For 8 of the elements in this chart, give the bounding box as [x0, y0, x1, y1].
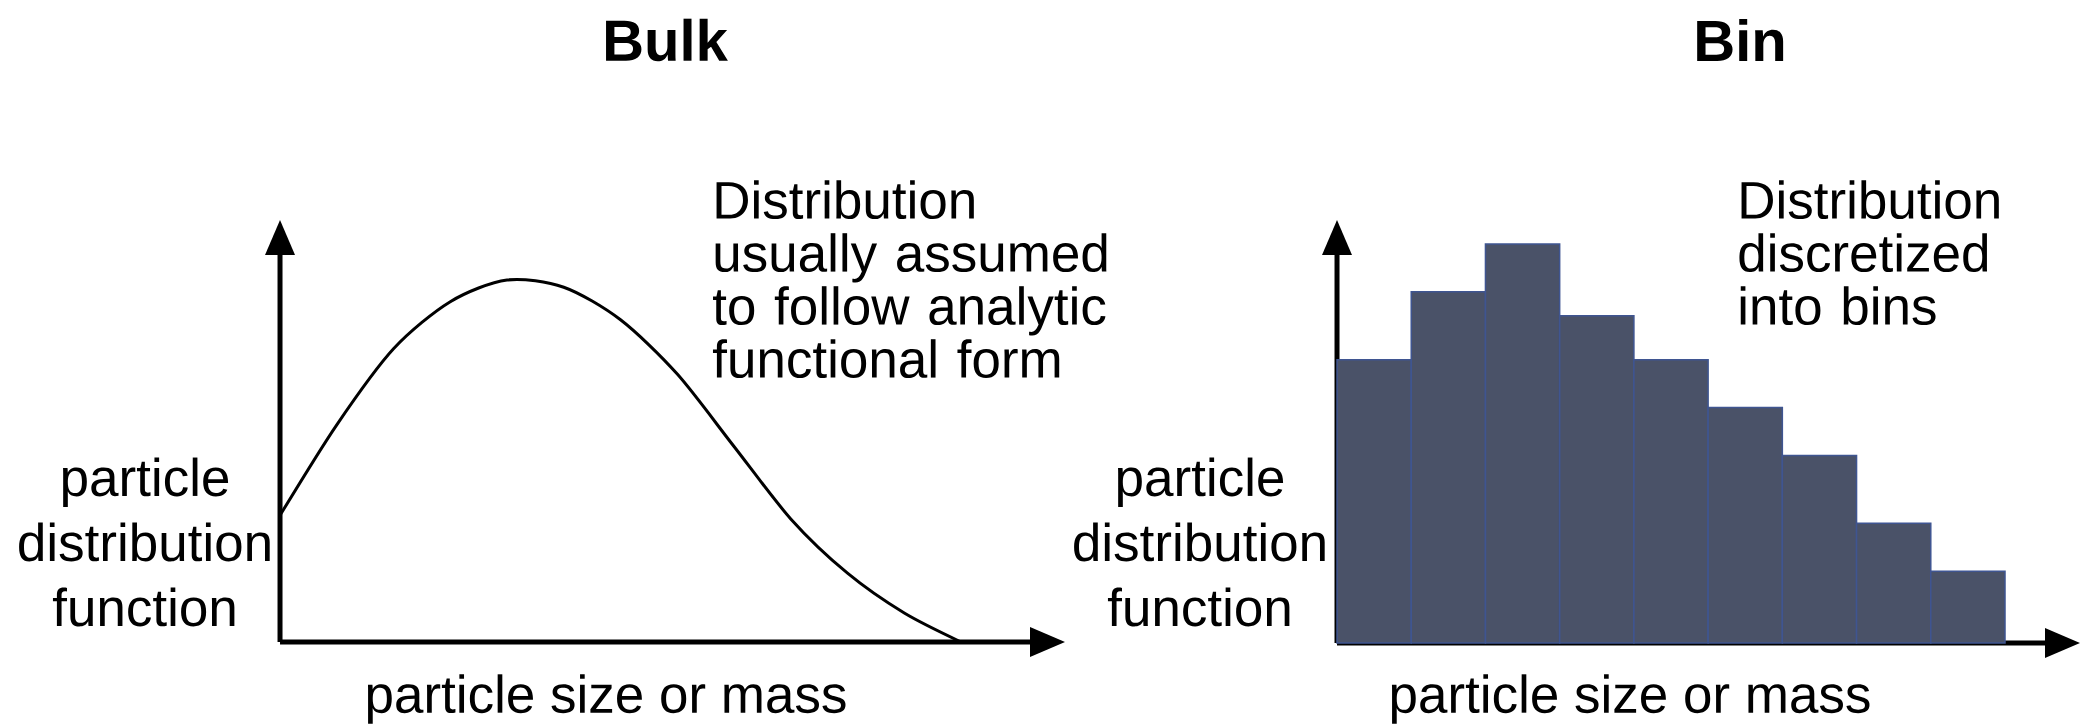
- chart-title: Bulk: [606, 18, 728, 62]
- chart-title: Bin: [1697, 18, 1784, 61]
- y-axis-title: particle distribution function: [1074, 457, 1325, 627]
- annotation: Distribution usually assumed to follow analytic functional form: [712, 180, 1107, 379]
- x-axis-title: particle size or mass: [367, 674, 846, 724]
- x-axis-title: particle size or mass: [1391, 674, 1870, 724]
- y-axis-title: particle distribution function: [19, 457, 270, 627]
- annotation: Distribution discretized into bins: [1739, 180, 1999, 326]
